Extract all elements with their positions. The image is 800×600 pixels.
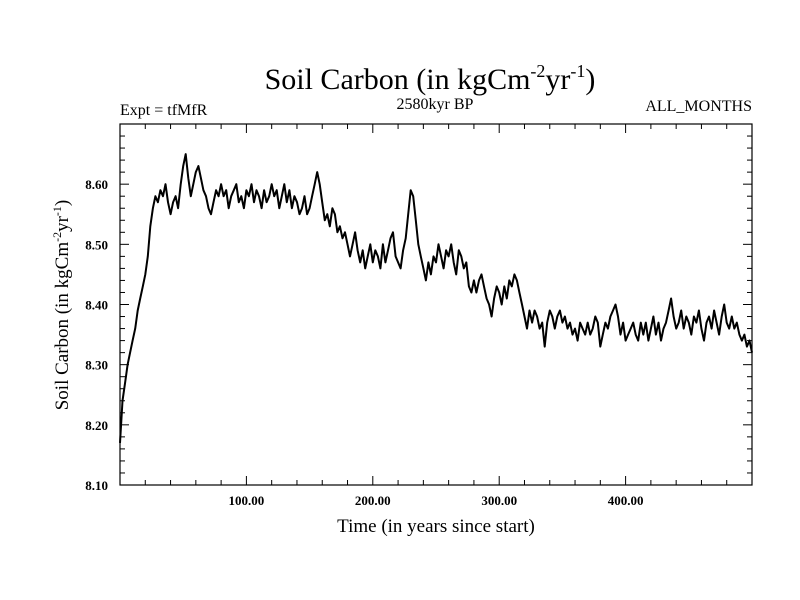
chart-title-close: ) — [585, 63, 595, 96]
y-axis-tick-labels: 8.10 8.20 8.30 8.40 8.50 8.60 — [85, 177, 108, 493]
y-axis-ticks — [120, 135, 752, 474]
x-axis-ticks — [144, 124, 728, 485]
experiment-label: Expt = tfMfR — [120, 102, 208, 119]
chart-title-main: Soil Carbon (in kgCm — [265, 63, 531, 96]
y-axis-label-close: ) — [52, 200, 73, 206]
period-label: 2580kyr BP — [397, 96, 474, 113]
y-tick-label: 8.20 — [85, 418, 108, 433]
y-tick-label: 8.60 — [85, 177, 108, 192]
soil-carbon-series-line — [119, 153, 753, 443]
chart-title: Soil Carbon (in kgCm-2yr-1) — [265, 61, 596, 96]
chart-title-mid: yr — [545, 63, 570, 96]
y-axis-label-sup2: -1 — [50, 206, 64, 216]
y-axis-label-sup1: -2 — [50, 232, 64, 242]
x-tick-label: 200.00 — [355, 493, 391, 508]
y-tick-label: 8.40 — [85, 298, 108, 313]
months-label: ALL_MONTHS — [645, 98, 752, 115]
x-tick-label: 100.00 — [229, 493, 265, 508]
plot-frame — [119, 123, 753, 486]
y-axis-label-main: Soil Carbon (in kgCm — [52, 242, 73, 411]
y-axis-label-mid: yr — [52, 215, 73, 232]
chart-title-sup2: -1 — [570, 61, 585, 81]
y-tick-label: 8.30 — [85, 358, 108, 373]
x-tick-label: 300.00 — [481, 493, 517, 508]
y-axis-label: Soil Carbon (in kgCm-2yr-1) — [50, 200, 73, 411]
y-tick-label: 8.10 — [85, 478, 108, 493]
y-tick-label: 8.50 — [85, 237, 108, 252]
x-axis-label: Time (in years since start) — [337, 516, 535, 537]
chart-title-sup1: -2 — [530, 61, 545, 81]
x-axis-tick-labels: 100.00 200.00 300.00 400.00 — [229, 493, 644, 508]
x-tick-label: 400.00 — [608, 493, 644, 508]
